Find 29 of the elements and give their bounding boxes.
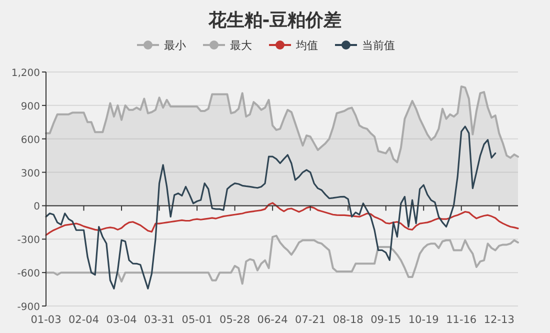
x-tick-label: 09-15 — [370, 314, 402, 326]
y-tick-label: 900 — [20, 101, 40, 112]
x-tick-label: 06-24 — [257, 314, 288, 326]
x-tick-label: 05-01 — [182, 314, 212, 326]
chart-title: 花生粕-豆粕价差 — [207, 10, 342, 31]
y-tick-label: -300 — [17, 235, 40, 246]
x-tick-label: 12-13 — [484, 314, 514, 326]
legend-label: 最小 — [164, 39, 186, 52]
y-tick-label: 1,200 — [11, 68, 40, 79]
line-series — [45, 234, 519, 285]
x-tick-label: 11-16 — [446, 314, 477, 326]
x-tick-label: 02-04 — [68, 314, 100, 326]
x-tick-label: 03-04 — [106, 314, 138, 326]
line-series — [45, 202, 519, 236]
y-tick-label: 0 — [34, 202, 40, 213]
legend-label: 最大 — [230, 39, 252, 52]
x-tick-label: 03-31 — [144, 314, 175, 326]
legend-label: 均值 — [295, 39, 318, 52]
y-tick-label: -600 — [17, 268, 40, 280]
y-tick-label: -900 — [17, 302, 40, 313]
x-tick-label: 07-21 — [295, 314, 326, 326]
y-tick-label: 300 — [20, 168, 40, 180]
x-tick-label: 01-03 — [30, 314, 62, 326]
x-tick-label: 08-18 — [332, 314, 364, 326]
y-tick-label: 600 — [20, 134, 40, 146]
line-series — [45, 126, 496, 290]
legend-label: 当前值 — [362, 39, 395, 52]
x-tick-label: 05-28 — [220, 314, 250, 326]
x-tick-label: 10-19 — [408, 314, 439, 326]
